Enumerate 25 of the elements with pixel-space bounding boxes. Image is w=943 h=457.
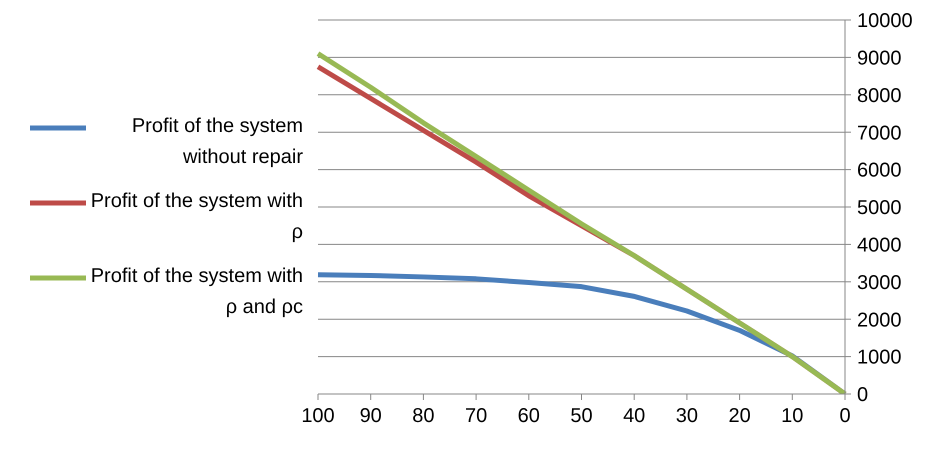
y-tick-label: 9000 bbox=[857, 48, 902, 70]
y-tick-label: 8000 bbox=[857, 84, 902, 107]
y-tick-label: 5000 bbox=[857, 197, 902, 220]
x-tick-label: 30 bbox=[676, 405, 698, 428]
x-tick-label: 60 bbox=[518, 405, 540, 428]
y-tick-label: 4000 bbox=[857, 234, 902, 256]
x-tick-label: 0 bbox=[839, 405, 851, 428]
y-tick-label: 7000 bbox=[857, 122, 902, 144]
x-tick-label: 70 bbox=[464, 405, 488, 428]
y-tick-label: 10000 bbox=[857, 10, 913, 32]
legend-label: Profit of the system with ρ and ρc bbox=[90, 264, 303, 320]
y-tick-label: 1000 bbox=[857, 346, 902, 369]
y-tick-label: 3000 bbox=[857, 272, 902, 294]
x-tick-label: 10 bbox=[781, 405, 804, 428]
legend-label: Profit of the system with ρ bbox=[90, 188, 303, 244]
y-tick-label: 2000 bbox=[857, 309, 902, 332]
x-tick-label: 90 bbox=[360, 405, 382, 428]
y-tick-label: 0 bbox=[857, 384, 868, 406]
x-tick-label: 40 bbox=[623, 405, 646, 428]
x-tick-label: 100 bbox=[301, 405, 335, 428]
x-tick-label: 20 bbox=[728, 405, 751, 428]
x-tick-label: 80 bbox=[412, 405, 435, 428]
legend-label: Profit of the system without repair bbox=[130, 114, 303, 170]
y-tick-label: 6000 bbox=[857, 160, 902, 182]
x-tick-label: 50 bbox=[570, 405, 593, 428]
